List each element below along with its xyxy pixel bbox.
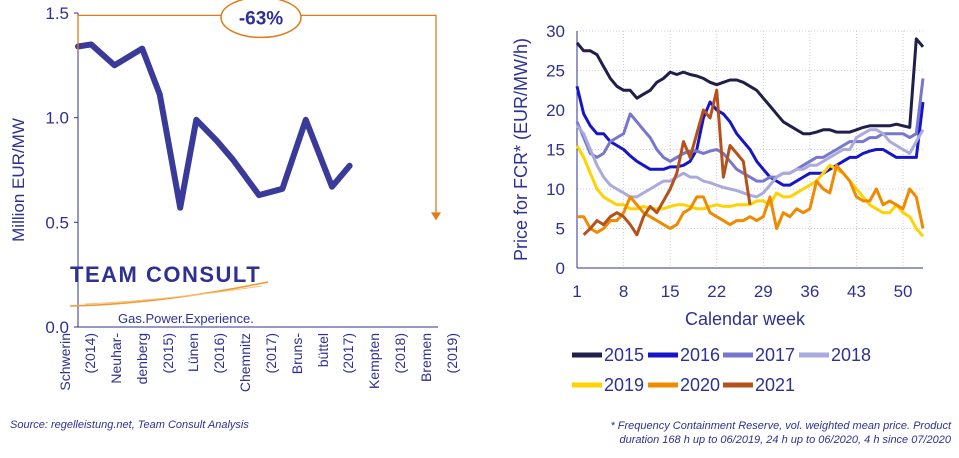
right-legend: 2015 2016 2017 2018 2019 2020 2021 bbox=[572, 345, 871, 395]
left-y-axis-title: Million EUR/MW bbox=[9, 118, 28, 242]
left-x-tick-label: Schwerin bbox=[57, 333, 73, 391]
left-x-tick-label: Kempten bbox=[366, 333, 382, 389]
series-line-2016 bbox=[575, 85, 925, 187]
left-x-tick-label: Bruns- bbox=[289, 333, 305, 375]
annotation-label: -63% bbox=[239, 8, 283, 29]
right-x-tick-label: 36 bbox=[800, 282, 819, 301]
right-y-tick-label: 25 bbox=[546, 62, 565, 81]
right-x-axis-title: Calendar week bbox=[685, 309, 806, 329]
right-y-tick-label: 20 bbox=[546, 101, 565, 120]
right-x-tick-label: 22 bbox=[707, 282, 726, 301]
footnote: * Frequency Containment Reserve, vol. we… bbox=[521, 419, 951, 447]
left-x-tick-label: (2014) bbox=[82, 333, 98, 373]
right-x-tick-label: 15 bbox=[661, 282, 680, 301]
left-x-tick-label: (2016) bbox=[211, 333, 227, 373]
logo-swoosh-icon bbox=[84, 285, 263, 305]
footnote-line-2: duration 168 h up to 06/2019, 24 h up to… bbox=[619, 434, 952, 446]
legend-label-2018: 2018 bbox=[831, 345, 871, 365]
annotation-bubble bbox=[220, 0, 302, 39]
left-y-tick-label: 1.5 bbox=[45, 4, 69, 23]
logo-name: TEAM CONSULT bbox=[70, 262, 261, 287]
left-x-tick-label: Chemnitz bbox=[237, 333, 253, 392]
legend-label-2020: 2020 bbox=[680, 375, 720, 395]
legend-label-2015: 2015 bbox=[604, 345, 644, 365]
legend-label-2017: 2017 bbox=[755, 345, 795, 365]
annotation-bracket bbox=[77, 14, 437, 215]
series-line-2017 bbox=[575, 78, 925, 183]
logo-swoosh-icon bbox=[69, 281, 269, 307]
series-line-2015 bbox=[575, 37, 925, 136]
left-x-tick-label: Neuhar- bbox=[108, 333, 124, 384]
source-note: Source: regelleistung.net, Team Consult … bbox=[10, 419, 249, 431]
left-x-tick-label: (2019) bbox=[444, 333, 460, 373]
right-x-tick-label: 50 bbox=[894, 282, 913, 301]
left-x-tick-label: (2017) bbox=[340, 333, 356, 373]
right-y-axis-title: Price for FCR* (EUR/MW/h) bbox=[511, 38, 531, 261]
left-chart: 0.0 0.5 1.0 1.5 Million EUR/MW Schwerin (2014)… bbox=[0, 0, 460, 392]
left-x-tick-label: Bremen bbox=[418, 333, 434, 382]
series-line-2021 bbox=[582, 88, 752, 237]
left-x-tick-label: büttel bbox=[315, 333, 331, 367]
legend-label-2019: 2019 bbox=[604, 375, 644, 395]
legend-label-2016: 2016 bbox=[680, 345, 720, 365]
left-x-tick-label: (2018) bbox=[392, 333, 408, 373]
left-x-tick-label: denberg bbox=[134, 333, 150, 384]
left-series-line bbox=[75, 41, 353, 211]
right-y-tick-label: 5 bbox=[556, 220, 565, 239]
right-chart: 0 5 10 15 20 25 30 1 8 15 22 29 36 43 50 Calendar week P… bbox=[511, 22, 925, 329]
series-line-2020 bbox=[577, 163, 925, 234]
footnote-line-1: * Frequency Containment Reserve, vol. we… bbox=[610, 420, 951, 432]
left-x-tick-label: Lünen bbox=[185, 333, 201, 372]
left-x-tick-label: (2015) bbox=[160, 333, 176, 373]
annotation-arrow-icon bbox=[431, 212, 441, 221]
left-y-tick-label: 0.0 bbox=[45, 318, 69, 337]
right-x-tick-label: 1 bbox=[572, 282, 581, 301]
logo-tagline: Gas.Power.Experience. bbox=[118, 311, 254, 326]
left-y-tick-label: 0.5 bbox=[45, 213, 69, 232]
right-y-tick-label: 30 bbox=[546, 22, 565, 41]
right-y-tick-label: 10 bbox=[546, 180, 565, 199]
right-x-tick-label: 29 bbox=[754, 282, 773, 301]
right-x-tick-label: 8 bbox=[619, 282, 628, 301]
right-y-tick-label: 0 bbox=[556, 259, 565, 278]
left-x-tick-label: (2017) bbox=[263, 333, 279, 373]
right-x-tick-label: 43 bbox=[847, 282, 866, 301]
left-y-tick-label: 1.0 bbox=[45, 109, 69, 128]
right-y-tick-label: 15 bbox=[546, 141, 565, 160]
legend-label-2021: 2021 bbox=[755, 375, 795, 395]
